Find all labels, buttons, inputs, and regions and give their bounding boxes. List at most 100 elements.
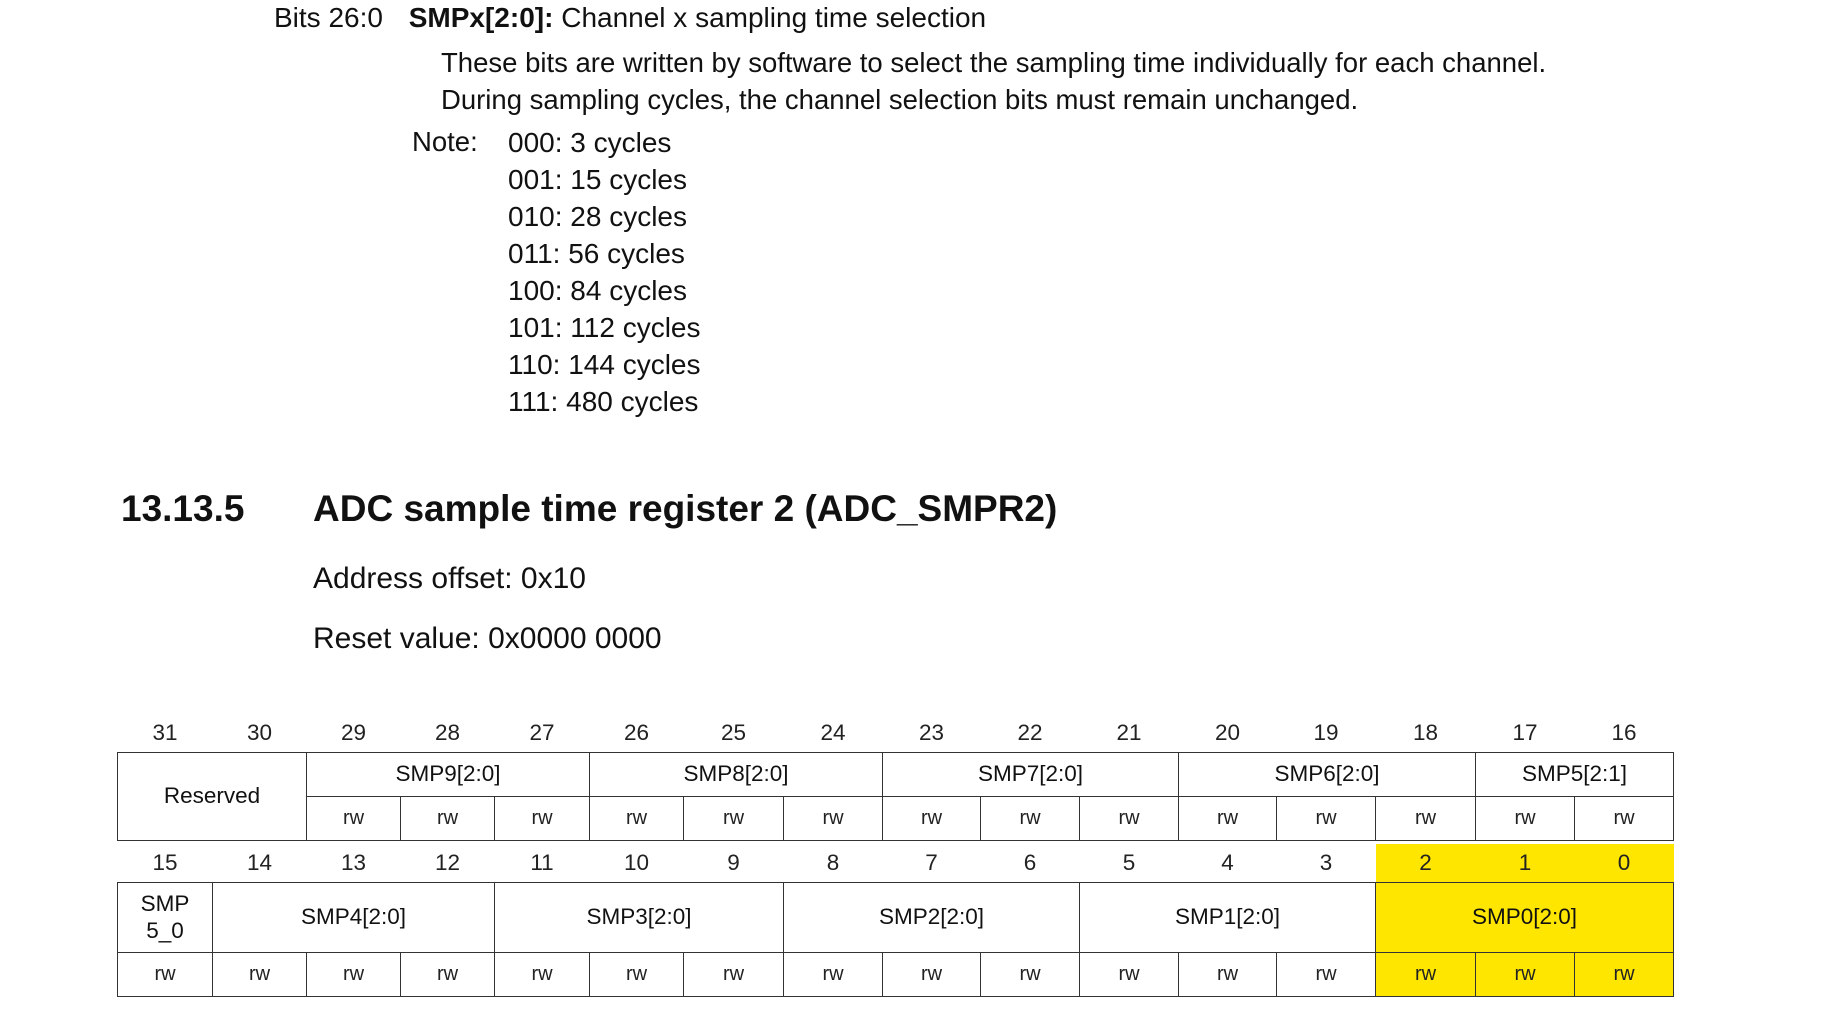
access-rw-highlighted: rw (1375, 951, 1476, 997)
section-number: 13.13.5 (121, 488, 245, 529)
register-lower-table: 15 14 13 12 11 10 9 8 7 6 5 4 3 2 1 0 SM… (117, 844, 1674, 997)
bit-number: 8 (826, 849, 840, 875)
bit-number: 17 (1512, 719, 1538, 745)
field-row: Reserved SMP9[2:0] SMP8[2:0] SMP7[2:0] S… (117, 751, 1674, 841)
access-rw: rw (882, 795, 981, 841)
bit-number: 3 (1319, 849, 1333, 875)
access-rw: rw (494, 795, 590, 841)
bit-number: 18 (1412, 719, 1439, 745)
field-description-heading: Bits 26:0 SMPx[2:0]: Channel x sampling … (274, 2, 986, 34)
access-rw: rw (1079, 951, 1179, 997)
bit-number-highlighted: 2 (1375, 844, 1476, 882)
bit-number-row: 31 30 29 28 27 26 25 24 23 22 21 20 19 1… (118, 714, 1674, 752)
access-rw: rw (400, 795, 495, 841)
field-description-paragraph: These bits are written by software to se… (441, 44, 1546, 118)
access-row: rw rw rw rw rw rw rw rw rw rw rw rw rw r… (118, 795, 1674, 841)
access-rw: rw (783, 951, 883, 997)
bit-number: 27 (529, 719, 555, 745)
bit-number: 31 (152, 719, 178, 745)
access-rw: rw (212, 951, 307, 997)
access-rw: rw (589, 795, 684, 841)
field-row: SMP 5_0 SMP4[2:0] SMP3[2:0] SMP2[2:0] SMP… (117, 881, 1674, 953)
access-rw: rw (1276, 795, 1376, 841)
access-rw: rw (117, 951, 213, 997)
note-item: 101: 112 cycles (508, 312, 701, 343)
field-smp4: SMP4[2:0] (212, 881, 495, 953)
bits-range: Bits 26:0 (274, 2, 383, 33)
bit-number-highlighted: 0 (1574, 844, 1674, 882)
access-rw-highlighted: rw (1574, 951, 1674, 997)
bit-number: 21 (1116, 719, 1142, 745)
bit-number-highlighted: 1 (1475, 844, 1575, 882)
bit-number: 14 (246, 849, 273, 875)
access-rw: rw (1178, 951, 1277, 997)
bit-number: 10 (623, 849, 650, 875)
access-rw: rw (980, 951, 1080, 997)
access-rw: rw (400, 951, 495, 997)
reserved-field: Reserved (117, 751, 307, 841)
access-rw: rw (306, 795, 401, 841)
access-rw: rw (306, 951, 401, 997)
bit-number: 7 (925, 849, 938, 875)
bit-number: 5 (1122, 849, 1136, 875)
bit-number: 16 (1611, 719, 1637, 745)
access-rw: rw (494, 951, 590, 997)
access-row: rw rw rw rw rw rw rw rw rw rw rw rw rw r… (117, 951, 1674, 997)
bit-number: 26 (623, 719, 650, 745)
access-rw: rw (882, 951, 981, 997)
bit-number: 11 (530, 849, 554, 875)
bit-number: 4 (1221, 849, 1234, 875)
field-title: Channel x sampling time selection (561, 2, 987, 33)
access-rw: rw (980, 795, 1080, 841)
field-smp5-bit0: SMP 5_0 (117, 881, 213, 953)
bit-number: 20 (1214, 719, 1241, 745)
bit-number-row: 15 14 13 12 11 10 9 8 7 6 5 4 3 2 1 0 (118, 844, 1674, 882)
note-item: 110: 144 cycles (508, 349, 701, 380)
field-smp0-highlighted: SMP0[2:0] (1375, 881, 1674, 953)
access-rw: rw (1178, 795, 1277, 841)
bit-number: 29 (340, 719, 367, 745)
bit-number: 15 (152, 849, 178, 875)
access-rw: rw (1475, 795, 1575, 841)
access-rw: rw (683, 951, 784, 997)
note-list: 000: 3 cycles 001: 15 cycles 010: 28 cyc… (508, 124, 701, 420)
note-label: Note: (412, 126, 478, 157)
note-item: 011: 56 cycles (508, 238, 685, 269)
field-smp8: SMP8[2:0] (589, 751, 883, 797)
bit-number: 30 (246, 719, 273, 745)
field-smp3: SMP3[2:0] (494, 881, 784, 953)
bit-number: 25 (720, 719, 747, 745)
note-item: 111: 480 cycles (508, 386, 699, 417)
access-rw: rw (1375, 795, 1476, 841)
bit-number: 13 (340, 849, 367, 875)
bit-number: 9 (727, 849, 740, 875)
field-smp6: SMP6[2:0] (1178, 751, 1476, 797)
note-item: 000: 3 cycles (508, 127, 672, 158)
field-smp7: SMP7[2:0] (882, 751, 1179, 797)
access-rw: rw (1276, 951, 1376, 997)
bit-number: 24 (820, 719, 846, 745)
bit-number: 19 (1313, 719, 1339, 745)
bit-number: 23 (918, 719, 945, 745)
bit-number: 12 (434, 849, 461, 875)
access-rw: rw (589, 951, 684, 997)
field-smp2: SMP2[2:0] (783, 881, 1080, 953)
address-offset: Address offset: 0x10 (313, 562, 586, 595)
field-name: SMPx[2:0]: (408, 2, 554, 33)
access-rw-highlighted: rw (1475, 951, 1575, 997)
bit-number: 6 (1023, 849, 1037, 875)
access-rw: rw (1574, 795, 1674, 841)
access-rw: rw (783, 795, 883, 841)
field-smp9: SMP9[2:0] (306, 751, 590, 797)
field-smp5-upper: SMP5[2:1] (1475, 751, 1674, 797)
bit-number: 22 (1017, 719, 1043, 745)
register-upper-table: 31 30 29 28 27 26 25 24 23 22 21 20 19 1… (117, 714, 1674, 841)
paragraph-line: These bits are written by software to se… (441, 47, 1547, 78)
bit-number: 28 (434, 719, 461, 745)
reset-value: Reset value: 0x0000 0000 (313, 622, 662, 655)
section-title: ADC sample time register 2 (ADC_SMPR2) (313, 488, 1058, 529)
note-item: 100: 84 cycles (508, 275, 687, 306)
note-item: 001: 15 cycles (508, 164, 687, 195)
field-smp5-bit0-label: SMP 5_0 (140, 891, 190, 943)
paragraph-line: During sampling cycles, the channel sele… (441, 84, 1359, 115)
